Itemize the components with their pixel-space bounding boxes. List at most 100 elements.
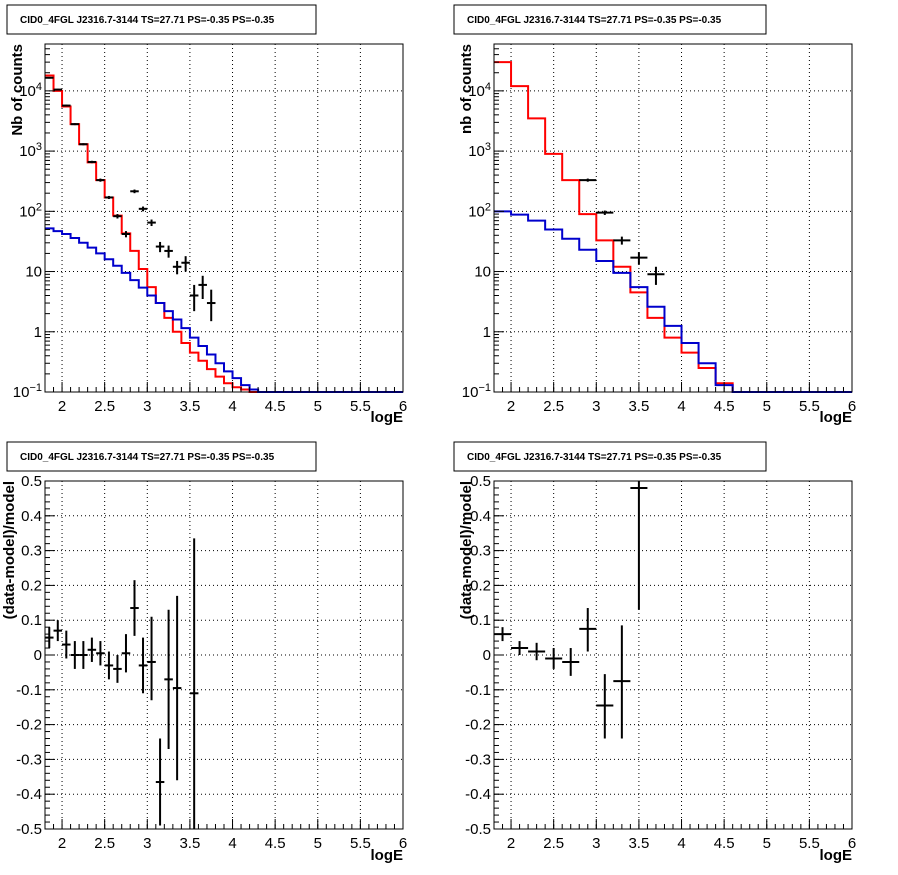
x-tick-label: 5: [314, 835, 322, 852]
x-tick-label: 3: [143, 835, 151, 852]
data-point: [62, 104, 71, 107]
y-tick-label: 0.2: [21, 577, 42, 594]
x-tick-label: 3.5: [179, 835, 200, 852]
data-point: [113, 214, 122, 219]
data-point: [87, 160, 97, 164]
chart-title: CID0_4FGL J2316.7-3144 TS=27.71 PS=-0.35…: [467, 15, 722, 26]
data-point: [104, 195, 114, 200]
x-tick-label: 4.5: [714, 398, 735, 415]
data-point: [172, 260, 182, 275]
y-tick-label: 102: [468, 201, 491, 220]
axes: 2 2.5 3 3.5 4 4.5 5 5.5 6 10−1 1 10 102 103 104: [13, 43, 407, 415]
y-tick-label: 0.1: [470, 612, 491, 629]
title-box: [453, 441, 767, 472]
x-tick-label: 3.5: [628, 835, 649, 852]
data-point: [130, 580, 139, 636]
y-tick-label: 10: [25, 264, 42, 281]
data-point: [181, 256, 190, 272]
data-points: [45, 76, 216, 322]
y-tick-label: 0.5: [21, 473, 42, 490]
data-point: [164, 245, 173, 258]
data-points: [45, 538, 199, 829]
x-tick-label: 4: [677, 835, 685, 852]
histogram-series: [494, 61, 852, 393]
series-group: [494, 61, 852, 393]
x-tick-label: 2: [58, 835, 66, 852]
y-tick-label: 0.2: [470, 577, 491, 594]
data-point: [630, 481, 648, 610]
axes: 2 2.5 3 3.5 4 4.5 5 5.5 6 -0.5 -0.4 -0.3 -0.2 -0.1 0 0.…: [16, 473, 407, 852]
data-points: [494, 481, 648, 739]
y-tick-label: 10−1: [13, 382, 42, 401]
x-tick-label: 5: [763, 835, 771, 852]
y-tick-label: -0.5: [465, 821, 491, 838]
data-point: [53, 620, 63, 642]
x-tick-label: 4.5: [265, 398, 286, 415]
x-tick-label: 6: [848, 398, 856, 415]
data-point: [113, 655, 122, 683]
x-tick-label: 3: [592, 398, 600, 415]
data-point: [70, 641, 80, 669]
data-point: [147, 219, 156, 227]
x-tick-label: 2: [58, 398, 66, 415]
data-point: [53, 88, 63, 91]
y-tick-label: 1: [34, 324, 42, 341]
y-tick-label: 104: [19, 81, 42, 100]
y-tick-label: 0.3: [470, 543, 491, 560]
data-point: [155, 738, 165, 826]
data-point: [147, 616, 156, 701]
y-axis-title: Nb of counts: [9, 44, 26, 136]
chart-title: CID0_4FGL J2316.7-3144 TS=27.71 PS=-0.35…: [20, 452, 275, 463]
grid: [494, 44, 853, 393]
grid: [45, 480, 404, 830]
data-point: [189, 538, 199, 829]
panel-top-left-counts: CID0_4FGL J2316.7-3144 TS=27.71 PS=-0.35…: [6, 4, 407, 426]
x-tick-label: 2.5: [543, 398, 564, 415]
data-point: [198, 275, 207, 300]
x-tick-label: 3: [143, 398, 151, 415]
histogram-series: [45, 227, 403, 393]
x-tick-label: 5: [763, 398, 771, 415]
panel-bottom-left-residuals: CID0_4FGL J2316.7-3144 TS=27.71 PS=-0.35…: [1, 441, 407, 864]
x-tick-label: 2.5: [94, 398, 115, 415]
data-point: [579, 178, 597, 182]
data-point: [138, 637, 148, 694]
y-axis-title: (data-model)/model: [1, 481, 18, 619]
data-point: [121, 231, 131, 238]
data-point: [579, 608, 597, 652]
y-axis-title: (data-model)/model: [458, 481, 475, 619]
plot-frame: [493, 43, 853, 393]
y-tick-label: 0.3: [21, 543, 42, 560]
x-tick-label: 5.5: [799, 835, 820, 852]
data-point: [647, 266, 665, 285]
series-group: [45, 74, 403, 393]
x-tick-label: 4: [228, 835, 236, 852]
y-tick-label: 0.4: [21, 508, 42, 525]
data-point: [104, 651, 114, 680]
data-point: [155, 241, 165, 253]
y-tick-label: 103: [468, 141, 491, 160]
histogram-series: [45, 74, 403, 393]
x-tick-label: 4: [677, 398, 685, 415]
data-points: [579, 178, 665, 285]
data-point: [79, 641, 88, 669]
data-point: [172, 595, 182, 781]
data-point: [596, 674, 614, 739]
y-tick-label: 0.4: [470, 508, 491, 525]
data-point: [596, 210, 614, 215]
y-tick-label: 0.5: [470, 473, 491, 490]
data-point: [62, 630, 71, 659]
x-axis-title: logE: [371, 847, 404, 864]
data-point: [96, 178, 105, 182]
title-box: [6, 4, 317, 35]
y-tick-label: 0: [483, 647, 491, 664]
panel-bottom-right-residuals: CID0_4FGL J2316.7-3144 TS=27.71 PS=-0.35…: [453, 441, 856, 864]
data-point: [130, 189, 139, 194]
data-point: [528, 642, 546, 661]
y-tick-label: 102: [19, 201, 42, 220]
y-tick-label: 10: [474, 264, 491, 281]
x-tick-label: 3.5: [628, 398, 649, 415]
data-point: [164, 609, 173, 749]
x-axis-title: logE: [820, 409, 853, 426]
data-point: [79, 143, 88, 146]
